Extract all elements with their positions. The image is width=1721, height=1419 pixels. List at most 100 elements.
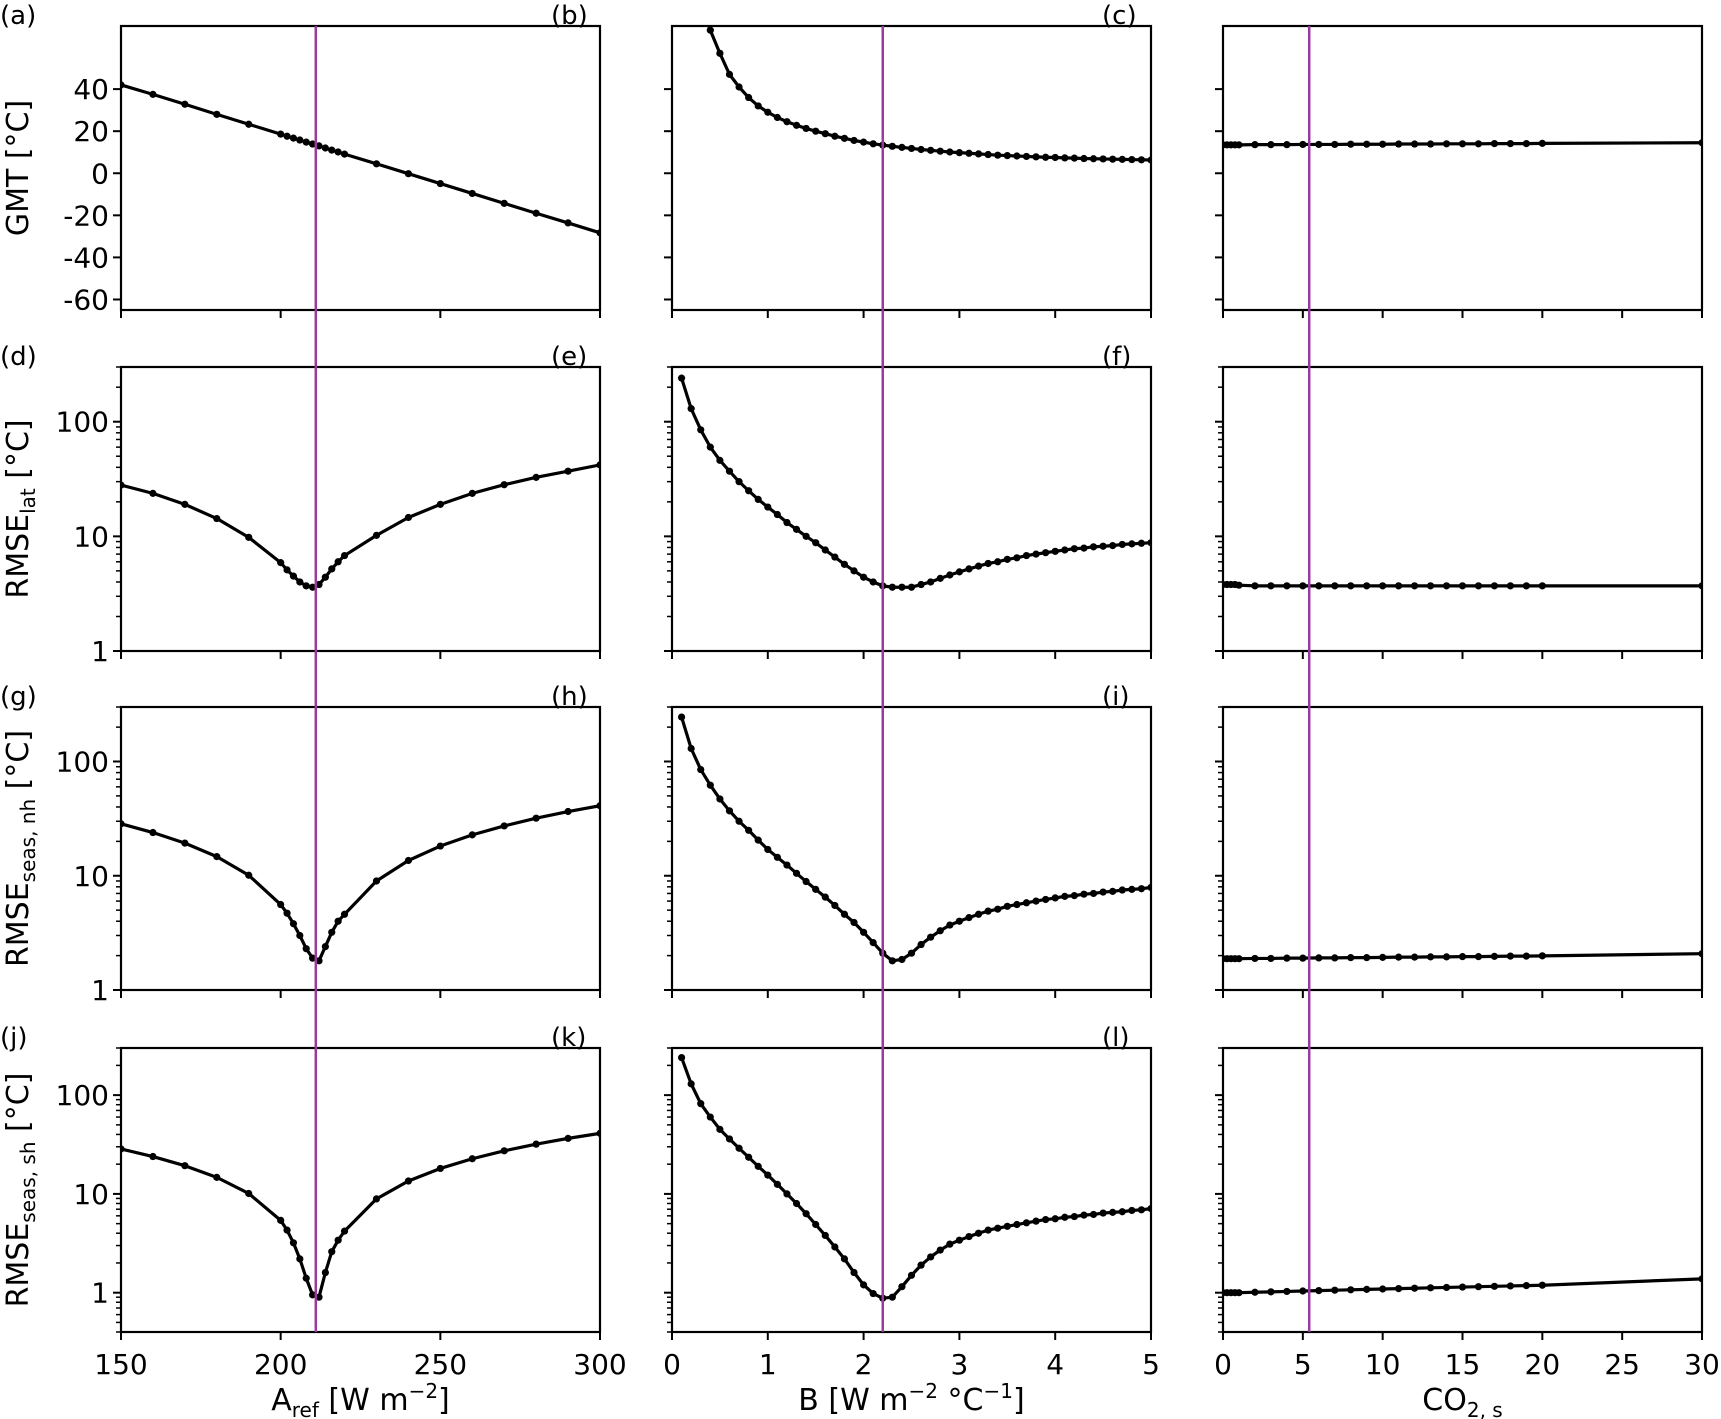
- data-point: [1128, 540, 1136, 548]
- panel-letter: (f): [1102, 342, 1131, 372]
- data-point: [328, 1248, 336, 1256]
- data-point: [468, 1155, 476, 1163]
- data-point: [1267, 141, 1275, 149]
- data-point: [754, 836, 762, 844]
- data-point: [283, 1226, 291, 1234]
- data-point: [436, 1164, 444, 1173]
- x-axis-label: Aref [W m−2]: [271, 1379, 450, 1419]
- data-point: [1099, 155, 1107, 163]
- data-point: [1089, 889, 1098, 898]
- data-point: [1080, 890, 1088, 898]
- data-point: [245, 533, 253, 541]
- y-tick-label: -40: [63, 241, 109, 274]
- data-point: [1331, 954, 1339, 962]
- y-tick-label: 100: [56, 406, 109, 439]
- axes-frame: [1221, 24, 1704, 312]
- data-point: [965, 565, 973, 573]
- panel-j: 1 10 100 150 200 250 300 (j): [0, 1023, 627, 1381]
- data-point: [917, 1261, 925, 1269]
- data-point: [687, 405, 695, 413]
- data-point: [840, 560, 849, 568]
- data-point: [1070, 545, 1078, 553]
- data-point: [328, 146, 336, 154]
- data-point: [1347, 140, 1355, 148]
- data-point: [735, 478, 743, 486]
- data-point: [1013, 900, 1021, 909]
- data-point: [283, 909, 291, 917]
- data-point: [1251, 141, 1259, 149]
- data-point: [1426, 582, 1435, 590]
- y-tick-label: 100: [56, 746, 109, 779]
- panel-letter: (c): [1102, 1, 1137, 31]
- axes-frame: [119, 24, 602, 312]
- data-point: [974, 1229, 983, 1237]
- data-point: [1235, 1289, 1243, 1297]
- data-point: [994, 151, 1002, 159]
- data-point: [468, 831, 476, 839]
- data-point: [1089, 1210, 1098, 1219]
- data-point: [821, 893, 829, 901]
- data-point: [1042, 549, 1050, 557]
- data-point: [1411, 582, 1419, 590]
- data-point: [564, 219, 572, 227]
- data-point: [936, 927, 944, 935]
- data-point: [1506, 1282, 1514, 1290]
- panel-l: 0 5 10 15 20 25 30 (l): [1102, 1023, 1720, 1381]
- data-point: [500, 481, 508, 489]
- data-point: [328, 928, 336, 936]
- data-point: [404, 170, 412, 178]
- data-point: [149, 90, 157, 98]
- data-point: [927, 933, 935, 941]
- data-point: [783, 861, 791, 869]
- data-point: [213, 110, 221, 118]
- x-tick-label: 150: [94, 1348, 147, 1381]
- panel-letter: (i): [1102, 682, 1130, 712]
- data-point: [213, 514, 221, 523]
- panel-letter: (a): [0, 1, 36, 31]
- series-line: [121, 83, 600, 235]
- data-point: [860, 928, 868, 936]
- data-point: [1061, 154, 1069, 162]
- data-point: [1363, 140, 1371, 148]
- data-point: [1013, 554, 1021, 562]
- data-point: [802, 124, 810, 133]
- data-point: [1128, 1206, 1136, 1215]
- data-point: [1070, 892, 1078, 900]
- data-point: [340, 1227, 349, 1235]
- data-point: [1022, 899, 1031, 907]
- data-point: [1003, 902, 1011, 910]
- panel-letter: (d): [0, 342, 37, 372]
- data-point: [716, 795, 724, 803]
- data-point: [1042, 1215, 1050, 1224]
- data-point: [850, 567, 858, 575]
- data-point: [773, 1180, 781, 1188]
- data-point: [532, 209, 540, 217]
- data-point: [955, 1236, 964, 1244]
- data-point: [404, 856, 412, 865]
- data-point: [907, 949, 916, 957]
- data-point: [764, 503, 772, 511]
- data-point: [936, 147, 944, 155]
- data-point: [1089, 155, 1098, 163]
- axes-frame: [670, 1046, 1153, 1334]
- data-point: [296, 1255, 304, 1263]
- data-point: [1474, 140, 1483, 148]
- axes-frame: [670, 365, 1153, 653]
- data-point: [974, 562, 983, 570]
- data-point: [213, 1173, 221, 1181]
- data-point: [1251, 1288, 1259, 1296]
- data-point: [289, 572, 298, 580]
- data-point: [898, 143, 906, 151]
- data-point: [1411, 140, 1419, 148]
- data-point: [697, 426, 705, 434]
- axes-frame: [119, 1046, 602, 1334]
- data-point: [1506, 139, 1514, 148]
- data-point: [1426, 140, 1435, 148]
- data-point: [315, 580, 323, 589]
- data-point: [1411, 1284, 1419, 1292]
- y-tick-label: 40: [73, 73, 109, 106]
- data-point: [1003, 1222, 1011, 1230]
- data-point: [1299, 1287, 1307, 1295]
- data-point: [888, 142, 896, 150]
